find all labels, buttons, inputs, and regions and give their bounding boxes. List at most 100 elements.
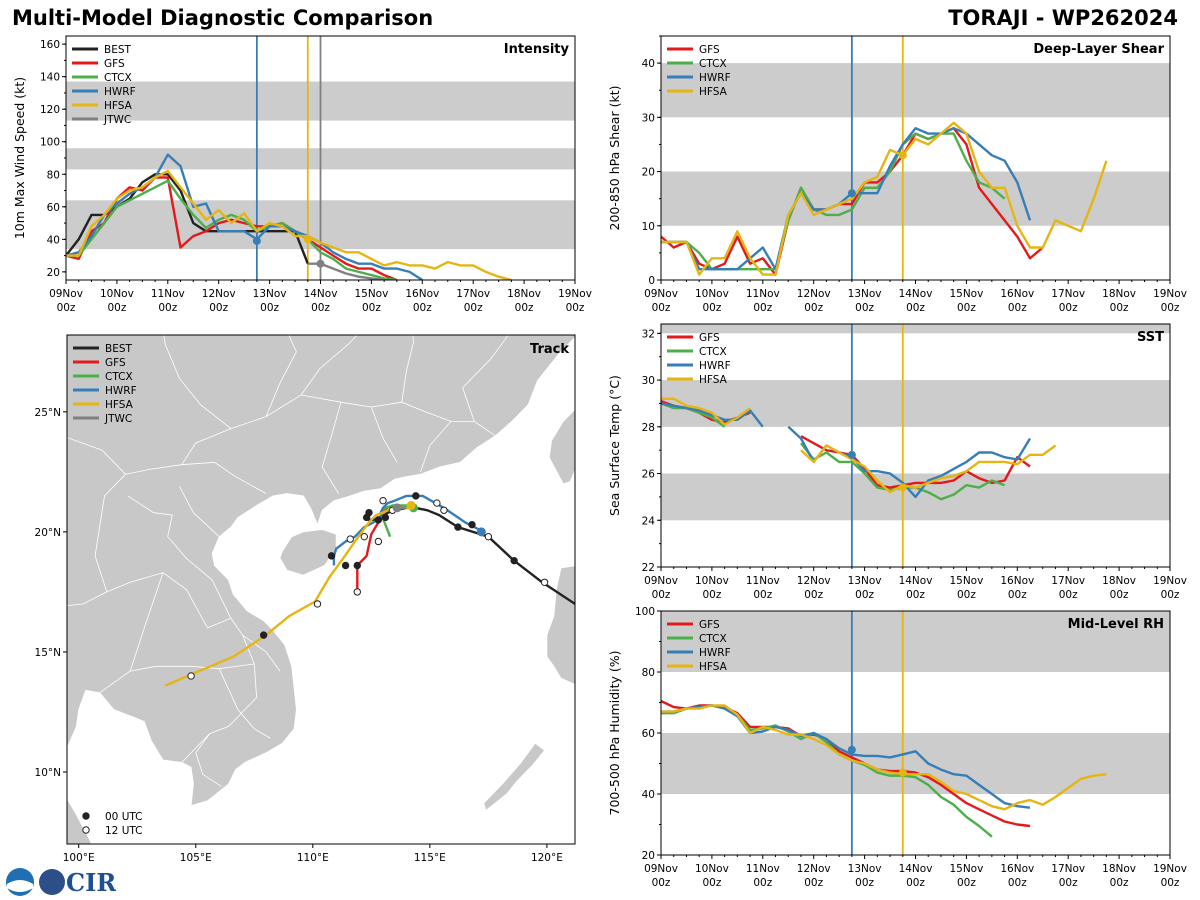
province-border: [181, 394, 496, 465]
xtick-hour: 00z: [1059, 589, 1078, 601]
xtick-label: 110°E: [297, 852, 329, 864]
ytick-label: 10: [642, 221, 655, 233]
track-point-12utc: [353, 588, 361, 596]
cira-globe-icon: [39, 869, 65, 895]
xtick-hour: 00z: [515, 302, 534, 314]
ytick-label: 20: [47, 267, 60, 279]
xtick-label: 17Nov: [1051, 288, 1085, 300]
marker-hfsa: [898, 768, 907, 777]
axes-frame-sst: [660, 323, 1171, 568]
xtick-label: 11Nov: [746, 288, 780, 300]
xtick-hour: 00z: [1110, 589, 1129, 601]
xtick-label: 17Nov: [1051, 863, 1085, 875]
ytick-label: 30: [642, 375, 655, 387]
plot-area-shear: [661, 36, 1170, 280]
legend-label-best: BEST: [105, 343, 133, 355]
xtick-hour: 00z: [362, 302, 381, 314]
track-point-12utc: [484, 532, 493, 541]
legend-label-gfs: GFS: [699, 44, 720, 56]
marker-jtwc: [316, 259, 325, 268]
legend-label-hwrf: HWRF: [699, 72, 731, 84]
province-border: [370, 406, 398, 463]
xtick-label: 19Nov: [1153, 288, 1187, 300]
ytick-label: 30: [642, 112, 655, 124]
xtick-label: 12Nov: [202, 288, 236, 300]
band-shear-1: [661, 63, 1170, 118]
legend-label-gfs: GFS: [699, 332, 720, 344]
series-ctcx-line: [66, 179, 398, 280]
province-border: [99, 663, 258, 763]
land-palawan: [483, 742, 546, 812]
xtick-label: 16Nov: [405, 288, 439, 300]
xtick-hour: 00z: [855, 877, 874, 889]
xtick-hour: 00z: [652, 877, 671, 889]
legend-label-hwrf: HWRF: [105, 385, 137, 397]
track-point-12utc: [540, 578, 549, 586]
ytick-label: 32: [642, 328, 655, 340]
xtick-hour: 00z: [1110, 302, 1129, 314]
track-point-00utc: [454, 523, 462, 531]
ytick-label: 0: [648, 275, 655, 287]
y-axis-label: 200-850 hPa Shear (kt): [607, 86, 622, 231]
legend-marker-00utc: [82, 812, 90, 820]
xtick-label: 18Nov: [1102, 288, 1136, 300]
xtick-label: 12Nov: [797, 863, 831, 875]
legend-label-ctcx: CTCX: [699, 346, 727, 358]
series-hfsa-line: [661, 704, 1107, 811]
legend-label-hfsa: HFSA: [104, 100, 133, 112]
province-border: [321, 402, 342, 494]
xtick-hour: 00z: [855, 302, 874, 314]
panel-rh: 20 40 60 80 100 09Nov 00z 10Nov 00z 11Nov 00z 12Nov…: [607, 606, 1187, 889]
xtick-label: 18Nov: [507, 288, 541, 300]
land-luzon: [546, 565, 575, 685]
legend-label-ctcx: CTCX: [699, 633, 727, 645]
series-hfsa-line: [66, 169, 512, 280]
province-border: [179, 486, 220, 537]
land-mainland: [67, 335, 575, 844]
band-rh-1: [661, 611, 1170, 672]
plot-area-sst: [661, 324, 1170, 567]
track-point-00utc: [468, 520, 476, 529]
xtick-hour: 00z: [1008, 589, 1027, 601]
xtick-hour: 00z: [753, 877, 772, 889]
y-axis-label: Sea Surface Temp (°C): [607, 375, 622, 516]
xtick-label: 09Nov: [644, 575, 678, 587]
xtick-hour: 00z: [57, 302, 76, 314]
xtick-label: 19Nov: [1153, 863, 1187, 875]
legend-marker-12utc: [82, 826, 90, 834]
xtick-hour: 00z: [957, 302, 976, 314]
map-area: [67, 335, 575, 844]
ytick-label: 160: [40, 39, 60, 51]
legend-label-hwrf: HWRF: [104, 86, 136, 98]
xtick-label: 105°E: [180, 852, 212, 864]
ytick-label: 20°N: [35, 527, 61, 539]
series-hfsa-line: [661, 121, 1108, 276]
noaa-wave-icon: [7, 880, 33, 892]
series-hwrf-line: [661, 126, 1032, 271]
legend-label-hwrf: HWRF: [699, 647, 731, 659]
xtick-label: 10Nov: [100, 288, 134, 300]
panel-title: Deep-Layer Shear: [1033, 42, 1164, 57]
xtick-label: 11Nov: [151, 288, 185, 300]
ytick-label: 24: [642, 515, 656, 527]
xtick-hour: 00z: [855, 589, 874, 601]
track-point-00utc: [510, 556, 518, 565]
xtick-label: 12Nov: [797, 575, 831, 587]
track-point-00utc: [365, 508, 373, 517]
province-border: [127, 495, 232, 619]
xtick-label: 10Nov: [695, 863, 729, 875]
legend-label-hfsa: HFSA: [105, 399, 134, 411]
province-border: [129, 572, 255, 672]
xtick-hour: 00z: [1161, 589, 1180, 601]
ytick-label: 40: [47, 234, 60, 246]
xtick-label: 15Nov: [354, 288, 388, 300]
xtick-hour: 00z: [158, 302, 177, 314]
xtick-hour: 00z: [566, 302, 585, 314]
ytick-label: 28: [642, 422, 655, 434]
xtick-label: 12Nov: [797, 288, 831, 300]
legend-label-jtwc: JTWC: [103, 114, 131, 126]
ytick-label: 10°N: [35, 767, 61, 779]
band-rh-0: [661, 733, 1170, 794]
xtick-hour: 00z: [311, 302, 330, 314]
track-current-hfsa: [406, 500, 416, 510]
